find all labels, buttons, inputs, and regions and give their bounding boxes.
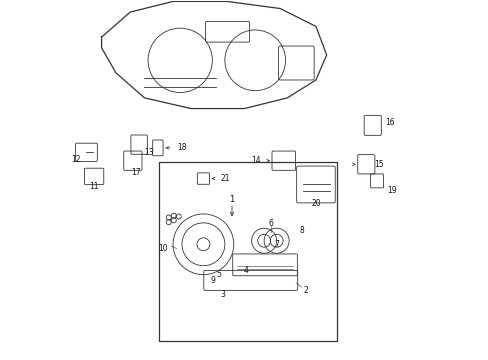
Text: 4: 4 xyxy=(244,266,248,275)
Text: 1: 1 xyxy=(229,195,234,204)
Text: 14: 14 xyxy=(251,156,261,165)
Text: 6: 6 xyxy=(267,219,272,228)
Text: 16: 16 xyxy=(385,118,394,127)
Text: 2: 2 xyxy=(303,285,308,294)
Text: 15: 15 xyxy=(373,160,383,169)
Text: 7: 7 xyxy=(274,240,279,249)
Text: 20: 20 xyxy=(310,199,320,208)
Text: 17: 17 xyxy=(130,168,140,177)
Text: 5: 5 xyxy=(216,270,221,279)
Text: 10: 10 xyxy=(158,244,167,253)
Text: 11: 11 xyxy=(89,181,99,190)
Text: 21: 21 xyxy=(220,174,229,183)
Text: 3: 3 xyxy=(220,290,225,299)
Bar xyxy=(159,162,337,341)
Text: 12: 12 xyxy=(71,155,81,164)
Text: 8: 8 xyxy=(299,226,304,235)
Text: 13: 13 xyxy=(143,148,153,157)
Text: 18: 18 xyxy=(177,143,186,152)
Text: 19: 19 xyxy=(386,185,396,194)
Text: 9: 9 xyxy=(210,276,215,285)
